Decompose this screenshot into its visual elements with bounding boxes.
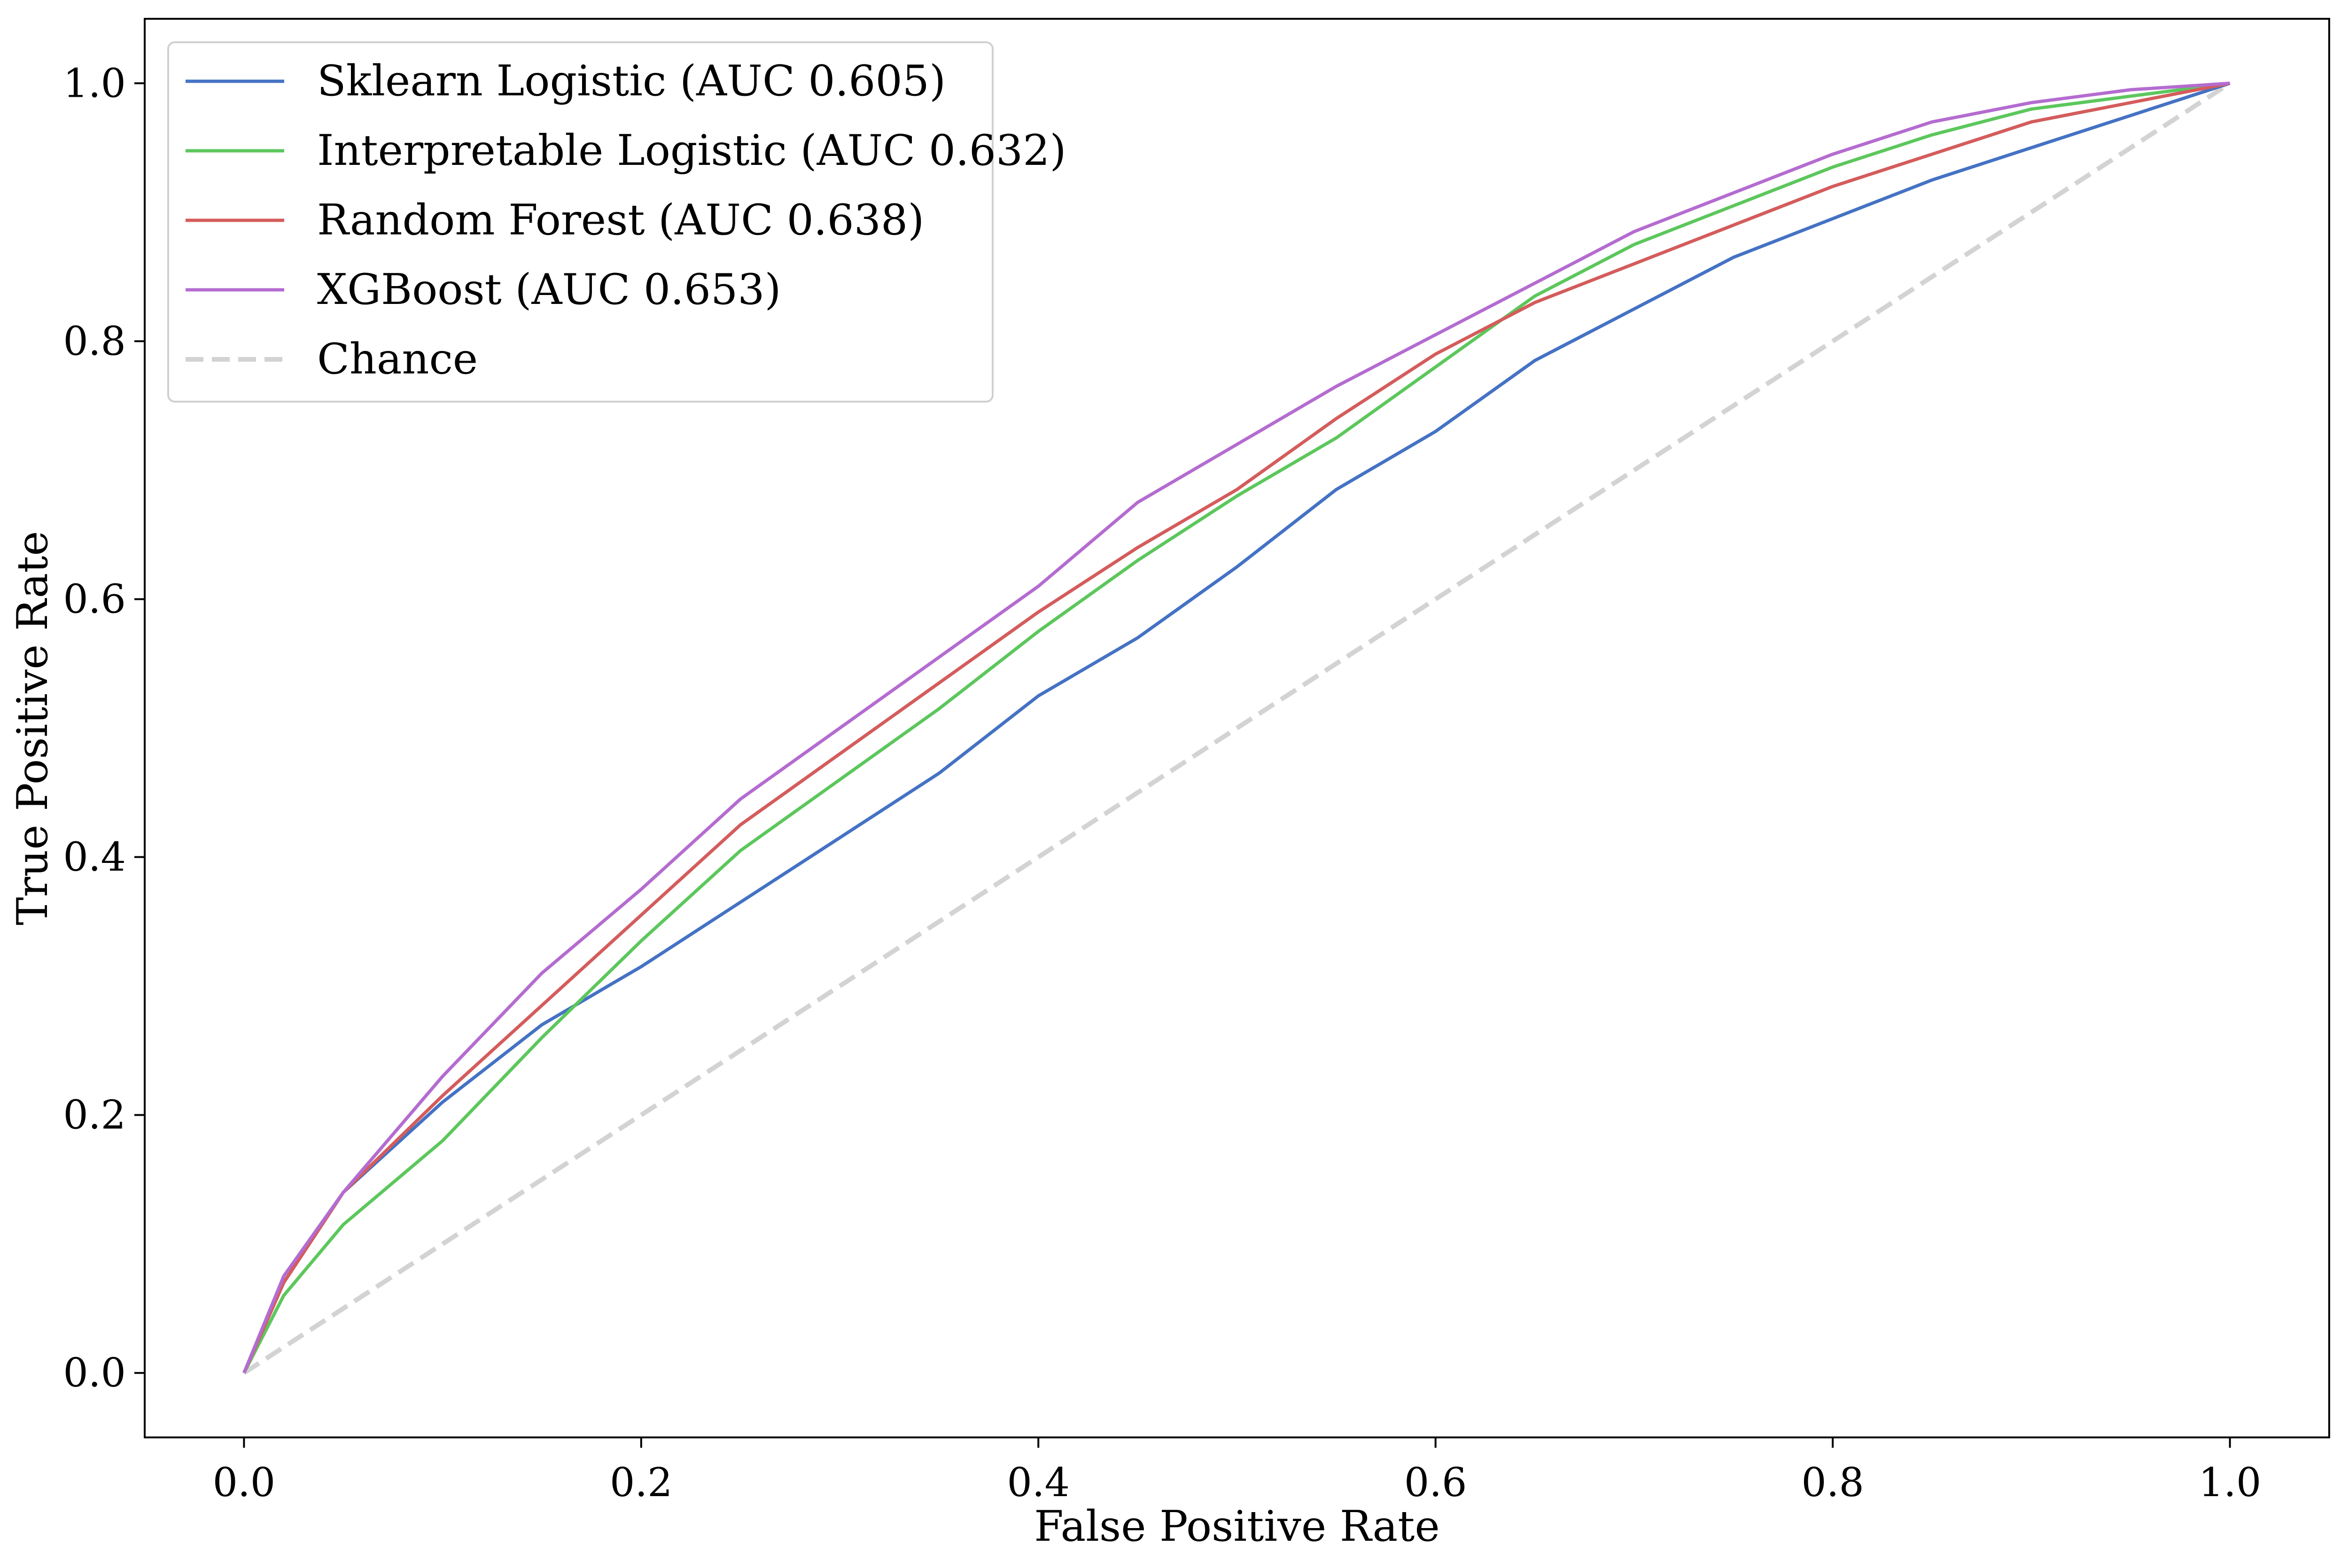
- legend-entries: Sklearn Logistic (AUC 0.605) Interpretabl…: [186, 56, 1066, 384]
- series-line-4: [242, 81, 2231, 1375]
- plot-lines: [242, 81, 2231, 1375]
- series-line-2: [242, 81, 2231, 1374]
- y-axis-title: True Positive Rate: [8, 531, 57, 925]
- series-line-3: [242, 81, 2230, 1374]
- legend: Sklearn Logistic (AUC 0.605) Interpretabl…: [167, 41, 1066, 403]
- legend-frame: [167, 41, 994, 403]
- x-axis-title: False Positive Rate: [1034, 1502, 1439, 1551]
- plot-area-frame: [144, 18, 2330, 1438]
- series-line-0: [242, 81, 2231, 1374]
- x-tick-label: 0.0: [213, 1459, 276, 1506]
- y-tick-label: 0.2: [63, 1092, 126, 1138]
- legend-label: Interpretable Logistic (AUC 0.632): [317, 126, 1066, 175]
- y-tick-label: 0.8: [63, 318, 126, 364]
- x-tick-label: 0.2: [610, 1459, 673, 1506]
- x-tick-label: 0.4: [1007, 1459, 1070, 1506]
- x-tick-label: 0.6: [1404, 1459, 1467, 1506]
- legend-label: Random Forest (AUC 0.638): [317, 195, 924, 245]
- y-tick-label: 0.6: [63, 576, 126, 622]
- x-tick-label: 0.8: [1801, 1459, 1864, 1506]
- x-axis-ticks: 0.0 0.2 0.4 0.6 0.8 1.0: [213, 1437, 2262, 1506]
- y-tick-label: 0.0: [63, 1350, 126, 1396]
- y-axis-ticks: 0.0 0.2 0.4 0.6 0.8 1.0: [63, 60, 145, 1396]
- y-tick-label: 0.4: [63, 834, 126, 880]
- series-line-1: [242, 81, 2231, 1374]
- legend-label: Chance: [317, 334, 478, 384]
- x-tick-label: 1.0: [2199, 1459, 2262, 1506]
- legend-label: Sklearn Logistic (AUC 0.605): [317, 56, 946, 106]
- legend-label: XGBoost (AUC 0.653): [317, 265, 781, 314]
- y-tick-label: 1.0: [63, 60, 126, 106]
